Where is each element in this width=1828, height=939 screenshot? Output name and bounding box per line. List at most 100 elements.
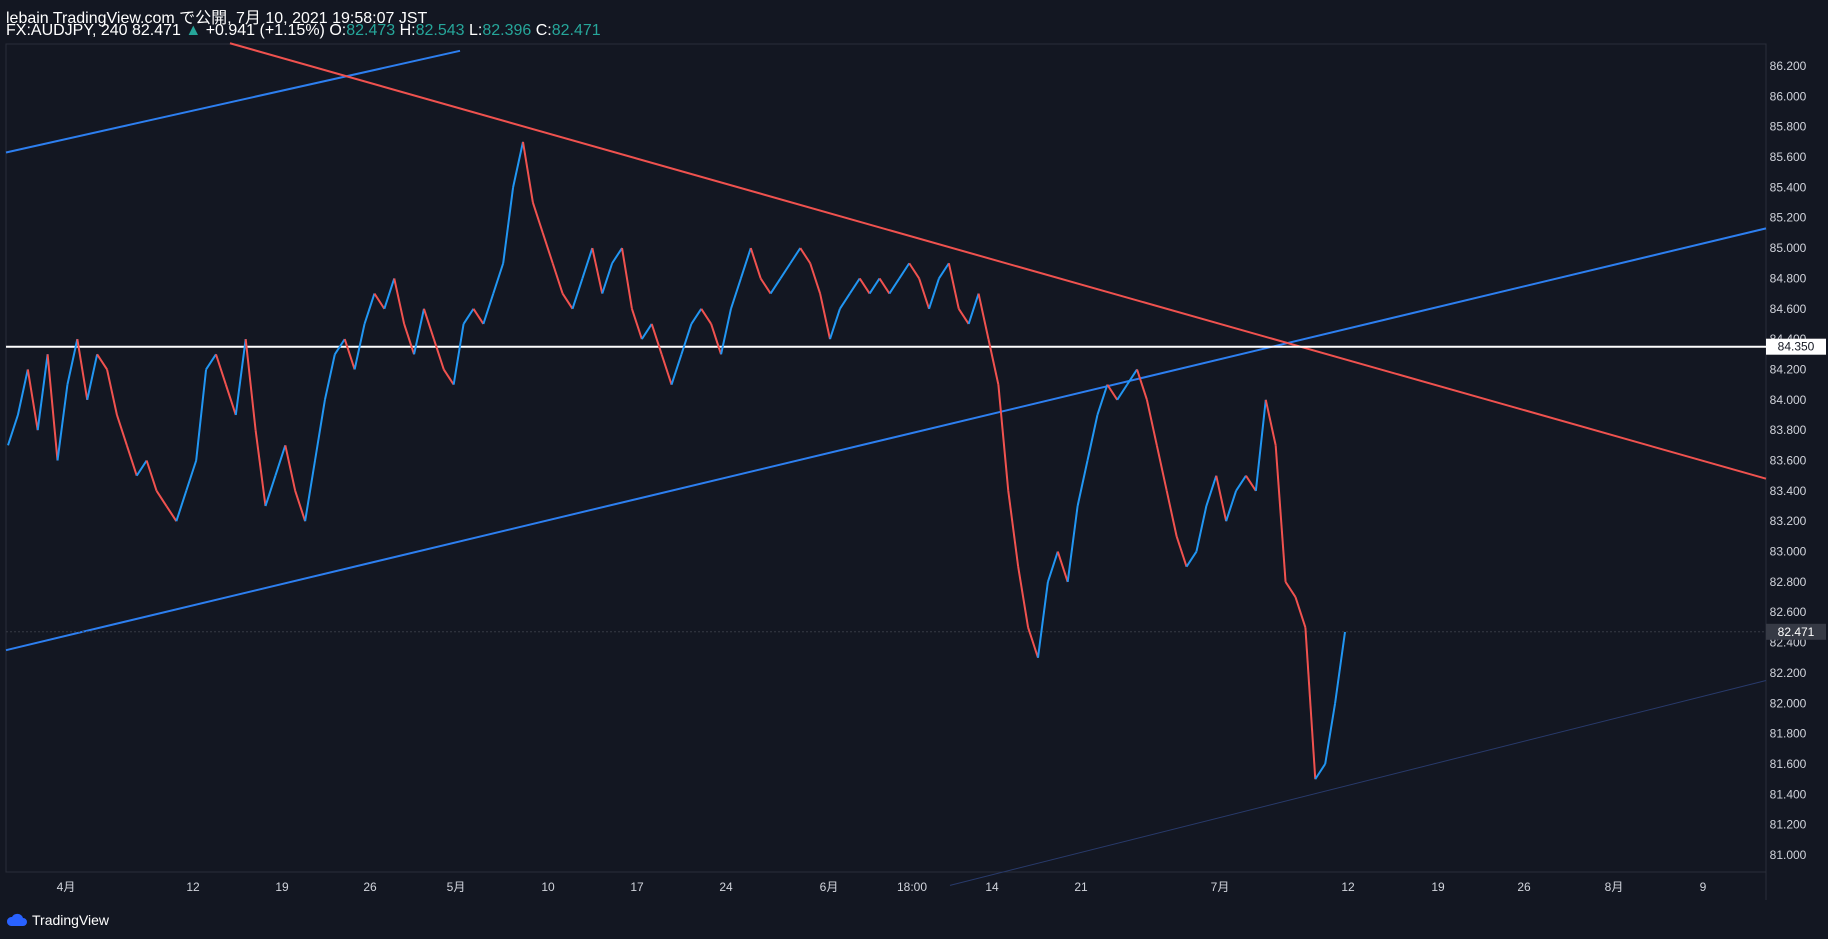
y-tick-label: 84.800 bbox=[1770, 271, 1807, 285]
price-segment bbox=[720, 308, 732, 355]
price-segment bbox=[76, 338, 89, 400]
open-label: O: bbox=[329, 22, 347, 39]
price-segment bbox=[1324, 703, 1337, 765]
price-segment bbox=[769, 277, 782, 295]
price-segment bbox=[868, 277, 881, 295]
y-tick-label: 81.400 bbox=[1770, 787, 1807, 801]
price-segment bbox=[819, 293, 831, 340]
price-segment bbox=[264, 475, 277, 507]
y-tick-label: 81.600 bbox=[1770, 757, 1807, 771]
price-segment bbox=[967, 293, 980, 325]
price-segment bbox=[56, 384, 69, 461]
x-tick-label: 6月 bbox=[820, 880, 839, 894]
price-segment bbox=[650, 323, 663, 355]
price-segment bbox=[581, 247, 594, 279]
price-segment bbox=[1066, 505, 1079, 583]
price-segment bbox=[1185, 550, 1198, 568]
price-segment bbox=[472, 308, 485, 325]
close-label: C: bbox=[535, 22, 552, 39]
price-segment bbox=[611, 247, 623, 264]
price-segment bbox=[670, 353, 683, 385]
price-segment bbox=[730, 278, 742, 310]
price-segment bbox=[571, 278, 584, 310]
brand-name: TradingView bbox=[32, 912, 110, 928]
price-segment bbox=[987, 338, 1000, 385]
upper-channel-trendline bbox=[5, 49, 461, 154]
price-segment bbox=[908, 262, 920, 279]
price-segment bbox=[1076, 460, 1089, 507]
price-segment bbox=[512, 141, 524, 188]
channel-trendline bbox=[5, 227, 1767, 652]
price-segment bbox=[997, 384, 1010, 491]
price-segment bbox=[215, 353, 227, 385]
price-segment bbox=[155, 490, 168, 507]
y-tick-label: 84.200 bbox=[1770, 362, 1807, 376]
price-segment bbox=[878, 277, 891, 295]
price-segment bbox=[1086, 414, 1099, 461]
high-label: H: bbox=[399, 22, 416, 39]
price-segment bbox=[115, 414, 128, 446]
price-change: +0.941 (+1.15%) bbox=[205, 22, 325, 39]
price-segment bbox=[284, 445, 297, 492]
price-segment bbox=[531, 202, 544, 234]
price-segment bbox=[333, 338, 346, 355]
price-segment bbox=[492, 262, 505, 294]
price-segment bbox=[700, 308, 713, 325]
price-segment bbox=[244, 339, 257, 431]
price-segment bbox=[353, 323, 366, 370]
price-segment bbox=[36, 354, 49, 431]
price-segment bbox=[1294, 596, 1307, 628]
price-segment bbox=[125, 445, 138, 476]
symbol-name[interactable]: FX:AUDJPY, 240 bbox=[6, 22, 128, 39]
tradingview-logo[interactable]: TradingView bbox=[6, 912, 109, 928]
price-segment bbox=[522, 141, 534, 203]
x-tick-label: 10 bbox=[541, 880, 555, 894]
x-tick-label: 8月 bbox=[1605, 880, 1624, 894]
y-tick-label: 84.600 bbox=[1770, 302, 1807, 316]
price-segment bbox=[858, 277, 871, 295]
price-segment bbox=[314, 399, 326, 461]
price-segment bbox=[373, 293, 386, 310]
price-segment bbox=[86, 354, 99, 401]
x-tick-label: 26 bbox=[1517, 880, 1531, 894]
price-segment bbox=[621, 247, 633, 309]
price-segment bbox=[789, 247, 802, 264]
price-segment bbox=[462, 308, 475, 325]
price-segment bbox=[888, 277, 901, 295]
price-segment bbox=[1136, 369, 1148, 401]
price-segment bbox=[1314, 763, 1327, 780]
open-value: 82.473 bbox=[346, 22, 396, 39]
last-price: 82.471 bbox=[132, 22, 181, 39]
price-segment bbox=[1334, 631, 1346, 704]
price-segment bbox=[294, 490, 307, 522]
y-tick-label: 86.200 bbox=[1770, 59, 1807, 73]
price-segment bbox=[591, 247, 604, 294]
y-tick-label: 86.000 bbox=[1770, 89, 1807, 103]
price-segment bbox=[363, 293, 376, 325]
price-segment bbox=[1205, 475, 1218, 507]
y-tick-label: 83.000 bbox=[1770, 545, 1807, 559]
price-segment bbox=[749, 247, 762, 279]
price-segment bbox=[1007, 490, 1020, 567]
y-tick-label: 81.200 bbox=[1770, 818, 1807, 832]
price-segment bbox=[452, 323, 465, 385]
x-tick-label: 26 bbox=[363, 880, 377, 894]
price-segment bbox=[383, 278, 396, 310]
price-segment bbox=[918, 278, 930, 310]
x-tick-label: 7月 bbox=[1211, 880, 1230, 894]
price-segment bbox=[1126, 368, 1138, 386]
price-segment bbox=[1225, 490, 1238, 522]
y-tick-label: 81.800 bbox=[1770, 727, 1807, 741]
price-segment bbox=[96, 353, 108, 371]
price-segment bbox=[7, 414, 19, 446]
price-segment bbox=[195, 369, 208, 461]
price-segment bbox=[1304, 627, 1317, 780]
change-arrow-icon: ▲ bbox=[185, 22, 202, 39]
y-tick-label: 83.400 bbox=[1770, 484, 1807, 498]
horizontal-level-price-label: 84.350 bbox=[1778, 340, 1815, 354]
price-segment bbox=[1165, 490, 1178, 537]
price-segment bbox=[1175, 536, 1188, 568]
price-segment bbox=[393, 278, 406, 325]
price-segment bbox=[779, 262, 792, 279]
